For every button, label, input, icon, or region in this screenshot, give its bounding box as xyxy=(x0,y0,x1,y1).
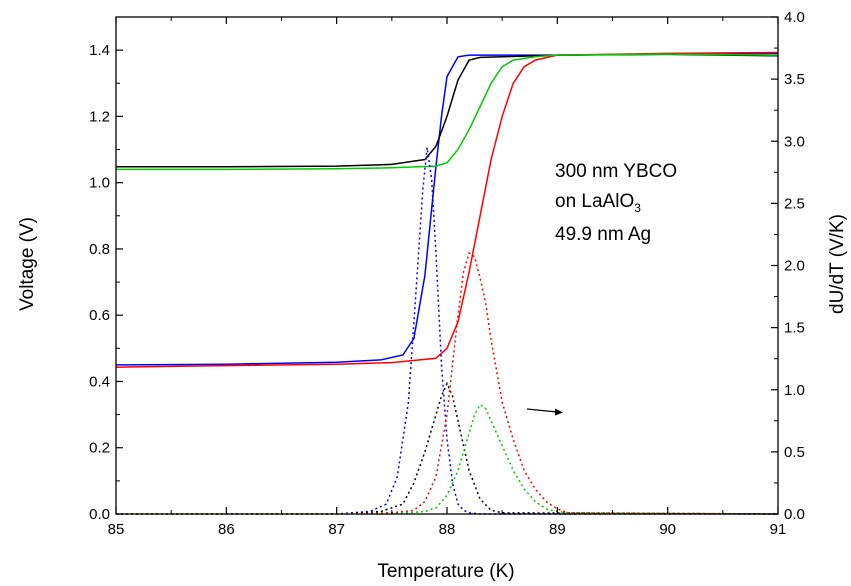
y2-tick-label: 2.5 xyxy=(784,195,805,212)
y-tick-label: 0.2 xyxy=(89,440,110,457)
y2-tick-label: 3.0 xyxy=(784,133,805,150)
x-tick-label: 90 xyxy=(659,521,676,538)
y2-tick-label: 0.5 xyxy=(784,444,805,461)
y2-tick-label: 2.0 xyxy=(784,258,805,275)
annotation-line-2-main: on LaAlO xyxy=(555,191,634,212)
y2-tick-label: 3.5 xyxy=(784,71,805,88)
y-tick-label: 0.0 xyxy=(89,506,110,523)
x-tick-label: 86 xyxy=(218,521,235,538)
y-tick-label: 1.2 xyxy=(89,108,110,125)
x-axis-title: Temperature (K) xyxy=(377,561,514,582)
axes-frame xyxy=(115,16,779,515)
series-black-voltage-line xyxy=(116,53,779,168)
y-tick-label: 0.8 xyxy=(89,241,110,258)
series-red-voltage-line xyxy=(115,51,779,368)
series-black-derivative-line xyxy=(116,381,779,515)
right-axis-arrow xyxy=(526,408,563,416)
annotation-line-2-subscript: 3 xyxy=(634,201,641,215)
series-group xyxy=(115,51,779,515)
y2-tick-label: 1.0 xyxy=(784,382,805,399)
y-tick-label: 0.4 xyxy=(89,373,110,390)
y2-axis-title: dU/dT (V/K) xyxy=(827,214,848,314)
plot-frame xyxy=(115,16,779,515)
annotation-line-1: 300 nm YBCO xyxy=(555,161,677,182)
x-tick-label: 85 xyxy=(108,521,125,538)
annotation-line-2: on LaAlO3 xyxy=(555,191,641,215)
tick-labels: 85 86 87 88 89 90 910.00.20.40.60.81.01.21.40.… xyxy=(89,9,805,538)
y-tick-label: 1.4 xyxy=(89,42,110,59)
x-tick-label: 91 xyxy=(770,521,787,538)
series-blue-derivative-line xyxy=(116,147,778,515)
y-tick-label: 0.6 xyxy=(89,307,110,324)
y2-tick-label: 0.0 xyxy=(784,506,805,523)
x-tick-label: 89 xyxy=(549,521,566,538)
annotation-line-3: 49.9 nm Ag xyxy=(555,224,651,245)
x-tick-label: 87 xyxy=(328,521,345,538)
y-axis-title: Voltage (V) xyxy=(17,217,38,311)
annotation: 300 nm YBCO on LaAlO3 49.9 nm Ag xyxy=(555,161,677,245)
series-green-derivative-line xyxy=(116,403,779,515)
series-green-voltage-line xyxy=(116,53,779,171)
arrow-head-icon xyxy=(555,408,563,416)
y2-tick-label: 1.5 xyxy=(784,320,805,337)
ticks xyxy=(115,16,779,515)
y2-tick-label: 4.0 xyxy=(784,9,805,26)
series-blue-voltage-line xyxy=(115,52,779,366)
y-tick-label: 1.0 xyxy=(89,175,110,192)
x-tick-label: 88 xyxy=(439,521,456,538)
